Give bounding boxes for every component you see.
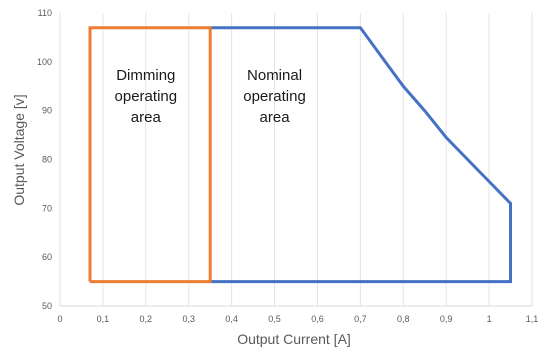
y-tick-label: 50	[42, 301, 52, 311]
dimming-operating-area-line	[88, 26, 212, 284]
annotation-line: area	[131, 109, 162, 126]
x-tick-label: 1	[487, 314, 492, 324]
y-tick-label: 90	[42, 106, 52, 116]
nominal-operating-area-line	[210, 26, 512, 284]
y-tick-label: 80	[42, 155, 52, 165]
x-tick-label: 0,9	[440, 314, 453, 324]
annotation-line: operating	[115, 88, 178, 105]
x-tick-label: 0,7	[354, 314, 367, 324]
x-axis-ticks: 0 0,1 0,2 0,3 0,4 0,5 0,6 0,7 0,8 0,9 1 1,1	[57, 314, 538, 324]
grid-lines	[59, 13, 533, 307]
x-tick-label: 0,3	[182, 314, 195, 324]
y-tick-label: 110	[38, 8, 52, 18]
x-tick-label: 0	[57, 314, 62, 324]
y-axis-title: Output Voltage [v]	[11, 94, 27, 205]
y-tick-label: 100	[37, 57, 52, 67]
x-tick-label: 1,1	[526, 314, 539, 324]
y-tick-label: 60	[42, 252, 52, 262]
annotation-line: area	[260, 109, 291, 126]
annotation-line: Nominal	[247, 67, 302, 84]
annotations: Dimming operating area Nominal operating area	[115, 67, 306, 126]
x-tick-label: 0,2	[140, 314, 153, 324]
x-tick-label: 0,6	[311, 314, 324, 324]
annotation-line: operating	[243, 88, 306, 105]
x-tick-label: 0,1	[97, 314, 110, 324]
x-tick-label: 0,5	[268, 314, 281, 324]
annotation-line: Dimming	[116, 67, 175, 84]
series-group	[88, 26, 512, 284]
y-tick-label: 70	[42, 203, 52, 213]
y-axis-ticks: 50 60 70 80 90 100 110	[37, 8, 52, 311]
x-axis-title: Output Current [A]	[237, 331, 351, 347]
x-tick-label: 0,4	[225, 314, 238, 324]
x-tick-label: 0,8	[397, 314, 410, 324]
